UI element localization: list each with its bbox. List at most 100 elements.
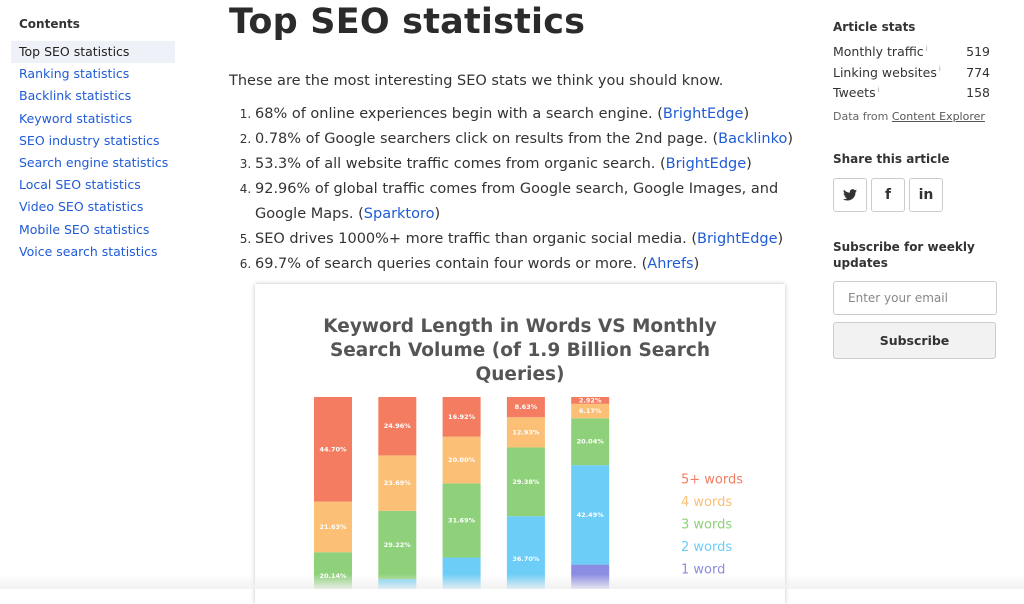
legend-label: 5+ words bbox=[681, 473, 743, 488]
value-label: 42.49% bbox=[577, 511, 605, 519]
stat-value: 774 bbox=[966, 64, 990, 80]
stat-text: 0.78% of Google searchers click on resul… bbox=[255, 131, 719, 147]
stat-row: Linking websites i 774 bbox=[833, 65, 990, 80]
stat-item: SEO drives 1000%+ more traffic than orga… bbox=[255, 227, 795, 252]
sidebar-item[interactable]: Top SEO statistics bbox=[11, 41, 175, 64]
value-label: 16.92% bbox=[448, 413, 476, 421]
sidebar-item[interactable]: Video SEO statistics bbox=[19, 199, 144, 215]
page: Contents Top SEO statistics Ranking stati… bbox=[0, 0, 1024, 589]
sidebar-item[interactable]: Keyword statistics bbox=[19, 110, 133, 126]
stat-text: 53.3% of all website traffic comes from … bbox=[255, 156, 666, 172]
article-title: Top SEO statistics bbox=[229, 2, 586, 42]
sidebar-title: Contents bbox=[19, 17, 80, 31]
value-label: 29.22% bbox=[384, 541, 412, 549]
bar-segment bbox=[378, 397, 417, 456]
bar-segment bbox=[378, 510, 417, 580]
sidebar-item[interactable]: Search engine statistics bbox=[19, 154, 169, 170]
value-label: 20.00% bbox=[448, 456, 476, 464]
stat-label-wrap: Tweets i bbox=[833, 85, 880, 100]
share-title: Share this article bbox=[833, 152, 950, 166]
legend-label: 1 word bbox=[681, 563, 725, 578]
info-mark: i bbox=[925, 44, 928, 53]
subscribe-button[interactable]: Subscribe bbox=[833, 322, 996, 359]
article-intro: These are the most interesting SEO stats… bbox=[229, 73, 724, 89]
value-label: 6.17% bbox=[579, 407, 602, 415]
stat-label: Tweets bbox=[833, 85, 876, 100]
stat-item: 69.7% of search queries contain four wor… bbox=[255, 252, 795, 277]
value-label: 36.70% bbox=[512, 555, 540, 563]
stats-title: Article stats bbox=[833, 20, 916, 34]
twitter-button[interactable] bbox=[833, 178, 867, 212]
stat-item: 53.3% of all website traffic comes from … bbox=[255, 152, 795, 177]
sidebar-item[interactable]: SEO industry statistics bbox=[19, 132, 160, 148]
value-label: 8.63% bbox=[515, 403, 538, 411]
bar-segment bbox=[442, 483, 481, 558]
twitter-icon bbox=[843, 189, 857, 201]
stat-list: 68% of online experiences begin with a s… bbox=[229, 102, 795, 277]
chart-title: Keyword Length in Words VS Monthly Searc… bbox=[323, 316, 717, 385]
stat-after: ) bbox=[693, 256, 700, 272]
stat-item: 92.96% of global traffic comes from Goog… bbox=[255, 177, 795, 227]
value-label: 44.70% bbox=[319, 445, 347, 453]
bar-segment bbox=[506, 397, 545, 418]
legend-label: 2 words bbox=[681, 540, 732, 555]
bar-segment bbox=[314, 397, 352, 502]
bar-segment bbox=[506, 447, 545, 517]
bar-segment bbox=[571, 418, 610, 466]
stat-after: ) bbox=[743, 106, 750, 122]
stat-row: Tweets i 158 bbox=[833, 85, 990, 100]
stat-item: 0.78% of Google searchers click on resul… bbox=[255, 127, 795, 152]
stat-text: 68% of online experiences begin with a s… bbox=[255, 106, 663, 122]
stat-value: 519 bbox=[966, 44, 990, 59]
value-label: 29.38% bbox=[512, 478, 540, 486]
bar-segment bbox=[378, 455, 417, 511]
stat-row: Monthly traffic i 519 bbox=[833, 44, 990, 59]
stat-item: 68% of online experiences begin with a s… bbox=[255, 102, 795, 127]
stat-after: ) bbox=[777, 231, 784, 247]
sidebar-item[interactable]: Ranking statistics bbox=[19, 66, 130, 82]
source-link[interactable]: BrightEdge bbox=[665, 156, 747, 172]
stat-label: Monthly traffic bbox=[833, 44, 924, 59]
source-link[interactable]: Sparktoro bbox=[363, 206, 435, 222]
value-label: 31.69% bbox=[448, 516, 476, 524]
sidebar-item[interactable]: Local SEO statistics bbox=[19, 177, 141, 193]
value-label: 12.93% bbox=[512, 428, 540, 436]
stat-after: ) bbox=[746, 156, 752, 172]
info-mark: i bbox=[877, 85, 880, 94]
stat-after: ) bbox=[787, 131, 794, 147]
source-link[interactable]: Backlinko bbox=[718, 131, 788, 147]
sidebar-item[interactable]: Backlink statistics bbox=[19, 88, 132, 104]
legend-label: 3 words bbox=[681, 518, 732, 533]
stat-text: SEO drives 1000%+ more traffic than orga… bbox=[255, 231, 698, 247]
sidebar-list: Top SEO statistics Ranking statistics Back… bbox=[11, 41, 175, 263]
email-input[interactable]: Enter your email bbox=[833, 281, 997, 315]
stat-text: 69.7% of search queries contain four wor… bbox=[255, 256, 648, 272]
source-link[interactable]: BrightEdge bbox=[697, 231, 778, 247]
source-link[interactable]: Content Explorer bbox=[891, 110, 985, 123]
info-mark: i bbox=[938, 65, 941, 74]
sidebar-item[interactable]: Mobile SEO statistics bbox=[19, 221, 150, 237]
chart: 20.14%21.63%44.70%29.22%23.69%24.96%31.6… bbox=[314, 396, 743, 589]
legend-label: 4 words bbox=[681, 495, 732, 510]
value-label: 24.96% bbox=[384, 422, 412, 430]
subscribe-title: Subscribe for weekly updates bbox=[833, 240, 975, 270]
value-label: 23.69% bbox=[384, 479, 412, 487]
bar-segment bbox=[571, 403, 610, 419]
stat-label: Linking websites bbox=[833, 64, 937, 80]
value-label: 20.04% bbox=[577, 438, 605, 446]
bar-segment bbox=[442, 436, 481, 484]
sidebar-item[interactable]: Voice search statistics bbox=[19, 243, 158, 259]
facebook-button[interactable]: f bbox=[871, 178, 905, 212]
bar-segment bbox=[571, 397, 610, 404]
bar-segment bbox=[442, 397, 481, 437]
bar-segment bbox=[314, 501, 352, 553]
linkedin-button[interactable]: in bbox=[909, 178, 943, 212]
bar-segment bbox=[571, 465, 610, 565]
source-link[interactable]: BrightEdge bbox=[662, 106, 744, 122]
stat-label-wrap: Monthly traffic i bbox=[833, 44, 928, 59]
source-link[interactable]: Ahrefs bbox=[647, 256, 694, 272]
stat-label-wrap: Linking websites i bbox=[833, 65, 941, 80]
value-label: 2.92% bbox=[579, 396, 602, 404]
value-label: 21.63% bbox=[319, 523, 347, 531]
bar-segment bbox=[506, 417, 545, 448]
